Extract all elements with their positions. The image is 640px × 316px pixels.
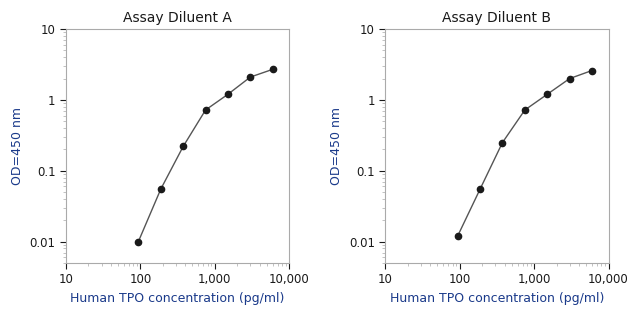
X-axis label: Human TPO concentration (pg/ml): Human TPO concentration (pg/ml) (70, 292, 285, 305)
X-axis label: Human TPO concentration (pg/ml): Human TPO concentration (pg/ml) (390, 292, 604, 305)
Title: Assay Diluent B: Assay Diluent B (442, 11, 552, 25)
Y-axis label: OD=450 nm: OD=450 nm (11, 107, 24, 185)
Y-axis label: OD=450 nm: OD=450 nm (330, 107, 344, 185)
Title: Assay Diluent A: Assay Diluent A (124, 11, 232, 25)
